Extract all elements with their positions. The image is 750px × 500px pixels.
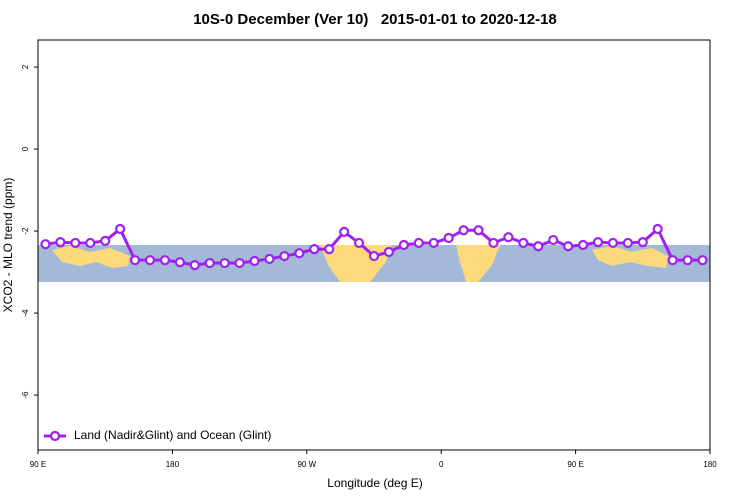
point bbox=[458, 225, 469, 236]
point bbox=[100, 235, 111, 246]
x-tick-label: 90 E bbox=[30, 460, 46, 469]
x-axis-label: Longitude (deg E) bbox=[327, 476, 422, 490]
point bbox=[55, 237, 66, 248]
point bbox=[607, 237, 619, 249]
x-tick-label: 180 bbox=[703, 460, 717, 469]
point bbox=[189, 259, 200, 271]
plot-frame bbox=[37, 39, 711, 451]
point bbox=[204, 257, 215, 269]
point bbox=[85, 237, 96, 249]
y-tick-label: -2 bbox=[21, 227, 30, 235]
point bbox=[234, 257, 245, 269]
point bbox=[368, 250, 380, 262]
point bbox=[70, 237, 81, 249]
point bbox=[398, 239, 409, 251]
point bbox=[697, 255, 708, 266]
point bbox=[563, 241, 574, 252]
point bbox=[383, 246, 395, 258]
point bbox=[473, 225, 484, 236]
y-tick-label: -4 bbox=[21, 309, 30, 317]
point bbox=[339, 226, 350, 237]
chart-title: 10S-0 December (Ver 10) 2015-01-01 to 20… bbox=[193, 11, 557, 28]
point bbox=[249, 255, 260, 267]
point bbox=[309, 244, 320, 255]
point bbox=[652, 223, 663, 235]
point bbox=[40, 239, 51, 250]
point bbox=[159, 255, 171, 266]
y-tick-label: -6 bbox=[21, 391, 30, 399]
point bbox=[637, 237, 648, 248]
y-axis-label: XCO2 - MLO trend (ppm) bbox=[1, 178, 15, 313]
x-tick-label: 0 bbox=[439, 460, 444, 469]
point bbox=[443, 232, 454, 244]
point bbox=[174, 257, 185, 268]
point bbox=[622, 237, 633, 249]
point bbox=[548, 234, 559, 246]
point bbox=[533, 241, 544, 252]
point bbox=[353, 237, 365, 249]
point bbox=[682, 255, 693, 266]
x-tick-label: 90 E bbox=[567, 460, 583, 469]
point bbox=[518, 237, 529, 249]
point bbox=[503, 232, 514, 243]
point bbox=[219, 257, 230, 269]
point bbox=[413, 237, 424, 249]
legend-label: Land (Nadir&Glint) and Ocean (Glint) bbox=[74, 428, 271, 442]
point bbox=[294, 248, 305, 259]
point bbox=[488, 237, 499, 249]
x-tick-label: 180 bbox=[166, 460, 180, 469]
point bbox=[115, 223, 126, 235]
point bbox=[129, 255, 141, 266]
point bbox=[279, 250, 290, 262]
point bbox=[428, 237, 439, 249]
point bbox=[264, 253, 275, 265]
legend-marker bbox=[49, 430, 61, 442]
y-tick-label: 0 bbox=[21, 146, 30, 151]
point bbox=[577, 239, 589, 251]
y-tick-label: 2 bbox=[21, 64, 30, 69]
point bbox=[592, 237, 604, 248]
x-tick-label: 90 W bbox=[297, 460, 316, 469]
point bbox=[667, 255, 678, 266]
point bbox=[144, 255, 156, 266]
point bbox=[324, 244, 335, 255]
